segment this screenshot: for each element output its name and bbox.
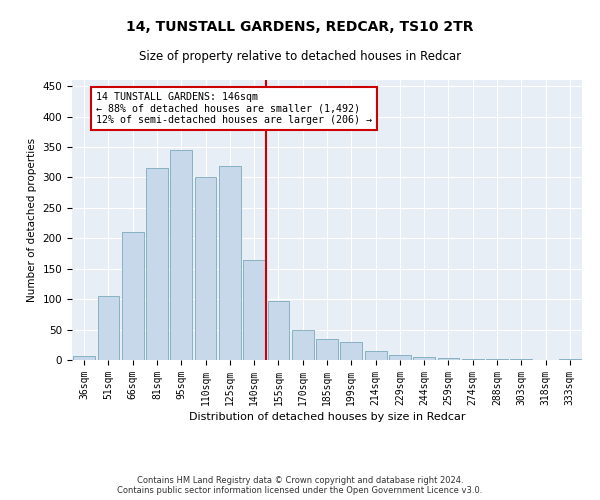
Bar xyxy=(170,150,192,360)
Bar xyxy=(73,356,95,360)
Bar xyxy=(219,166,241,360)
X-axis label: Distribution of detached houses by size in Redcar: Distribution of detached houses by size … xyxy=(189,412,465,422)
Text: 14 TUNSTALL GARDENS: 146sqm
← 88% of detached houses are smaller (1,492)
12% of : 14 TUNSTALL GARDENS: 146sqm ← 88% of det… xyxy=(96,92,372,126)
Bar xyxy=(365,351,386,360)
Bar xyxy=(340,342,362,360)
Text: 14, TUNSTALL GARDENS, REDCAR, TS10 2TR: 14, TUNSTALL GARDENS, REDCAR, TS10 2TR xyxy=(126,20,474,34)
Bar xyxy=(292,330,314,360)
Bar xyxy=(268,301,289,360)
Text: Contains HM Land Registry data © Crown copyright and database right 2024.
Contai: Contains HM Land Registry data © Crown c… xyxy=(118,476,482,495)
Bar xyxy=(389,355,411,360)
Bar xyxy=(146,168,168,360)
Bar xyxy=(462,359,484,360)
Bar xyxy=(122,232,143,360)
Bar xyxy=(243,260,265,360)
Text: Size of property relative to detached houses in Redcar: Size of property relative to detached ho… xyxy=(139,50,461,63)
Y-axis label: Number of detached properties: Number of detached properties xyxy=(27,138,37,302)
Bar xyxy=(316,338,338,360)
Bar xyxy=(437,358,460,360)
Bar xyxy=(413,357,435,360)
Bar xyxy=(194,178,217,360)
Bar xyxy=(97,296,119,360)
